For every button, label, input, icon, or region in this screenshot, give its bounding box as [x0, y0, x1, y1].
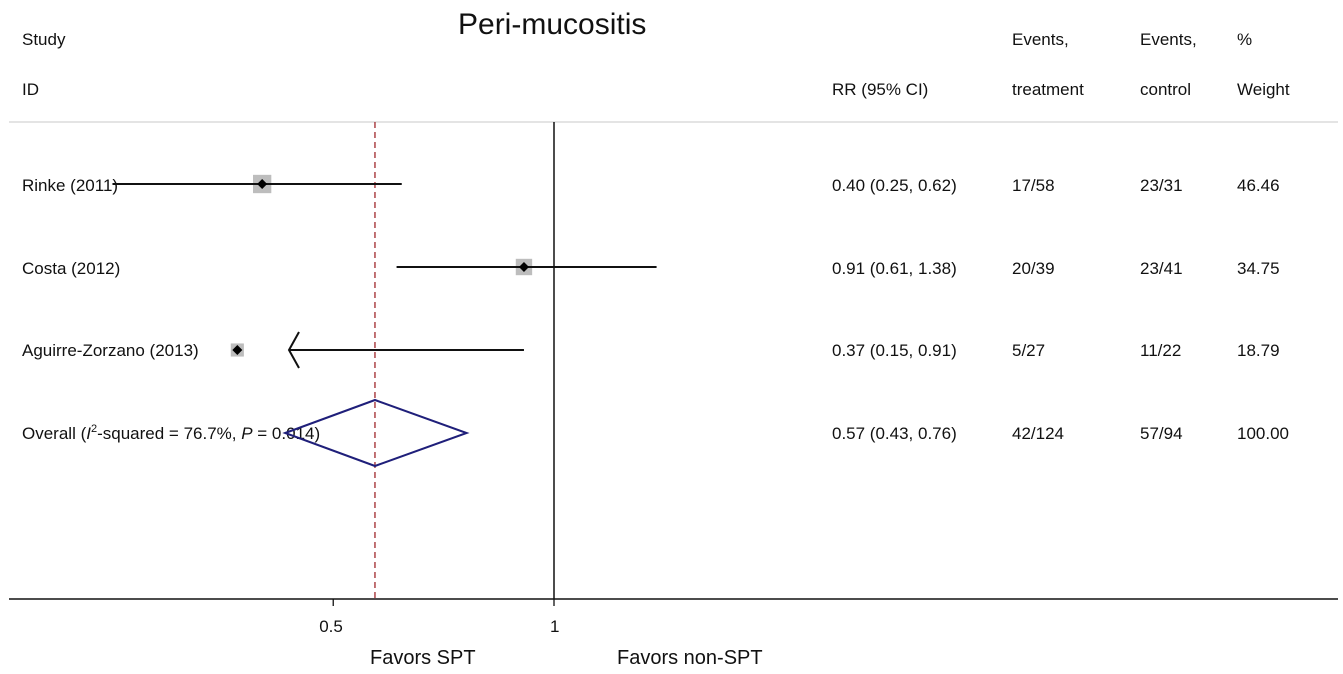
header-events-treatment-1: Events,: [1012, 30, 1069, 49]
study-rr: 0.40 (0.25, 0.62): [832, 176, 957, 195]
study-events-treatment: 20/39: [1012, 259, 1055, 278]
point-estimate: [257, 179, 268, 189]
study-events-control: 11/22: [1140, 341, 1182, 360]
favors-left-label: Favors SPT: [370, 647, 476, 669]
header-rr: RR (95% CI): [832, 80, 929, 99]
overall-weight: 100.00: [1237, 424, 1289, 443]
study-id: Aguirre-Zorzano (2013): [22, 341, 199, 360]
header-events-treatment-2: treatment: [1012, 80, 1084, 99]
header-events-control-1: Events,: [1140, 30, 1197, 49]
point-estimate: [518, 262, 529, 272]
study-rr: 0.91 (0.61, 1.38): [832, 259, 957, 278]
study-weight: 46.46: [1237, 176, 1280, 195]
overall-events-treatment: 42/124: [1012, 424, 1064, 443]
study-id: Costa (2012): [22, 259, 121, 278]
header-study: Study: [22, 30, 66, 49]
study-events-treatment: 5/27: [1012, 341, 1046, 360]
study-events-control: 23/41: [1140, 259, 1183, 278]
study-id: Rinke (2011): [22, 176, 119, 195]
header-weight-1: %: [1237, 30, 1253, 49]
header-weight-2: Weight: [1237, 80, 1290, 99]
header-id: ID: [22, 80, 39, 99]
point-estimate: [232, 345, 243, 355]
favors-right-label: Favors non-SPT: [617, 647, 763, 669]
overall-diamond: [282, 398, 470, 468]
study-weight: 34.75: [1237, 259, 1280, 278]
header-events-control-2: control: [1140, 80, 1192, 99]
study-rr: 0.37 (0.15, 0.91): [832, 341, 957, 360]
study-weight: 18.79: [1237, 341, 1280, 360]
overall-events-control: 57/94: [1140, 424, 1183, 443]
ci-arrow: [287, 331, 300, 369]
x-tick-label-1: 1: [550, 617, 560, 636]
x-tick-label-0.5: 0.5: [319, 617, 343, 636]
overall-rr: 0.57 (0.43, 0.76): [832, 424, 957, 443]
study-events-control: 23/31: [1140, 176, 1183, 195]
chart-title: Peri-mucositis: [458, 8, 647, 41]
study-events-treatment: 17/58: [1012, 176, 1055, 195]
